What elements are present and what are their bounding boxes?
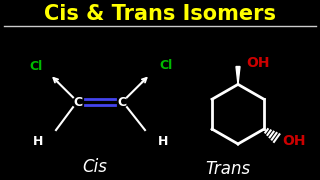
Text: H: H <box>33 136 43 148</box>
Text: OH: OH <box>246 56 269 69</box>
Text: Cl: Cl <box>159 59 172 72</box>
Text: Cis: Cis <box>83 158 108 176</box>
Text: C: C <box>117 96 127 109</box>
Text: C: C <box>73 96 83 109</box>
Text: Cl: Cl <box>29 60 43 73</box>
Text: Trans: Trans <box>205 160 251 178</box>
Text: OH: OH <box>282 134 306 148</box>
Polygon shape <box>236 67 240 84</box>
Text: H: H <box>158 136 168 148</box>
Text: Cis & Trans Isomers: Cis & Trans Isomers <box>44 4 276 24</box>
